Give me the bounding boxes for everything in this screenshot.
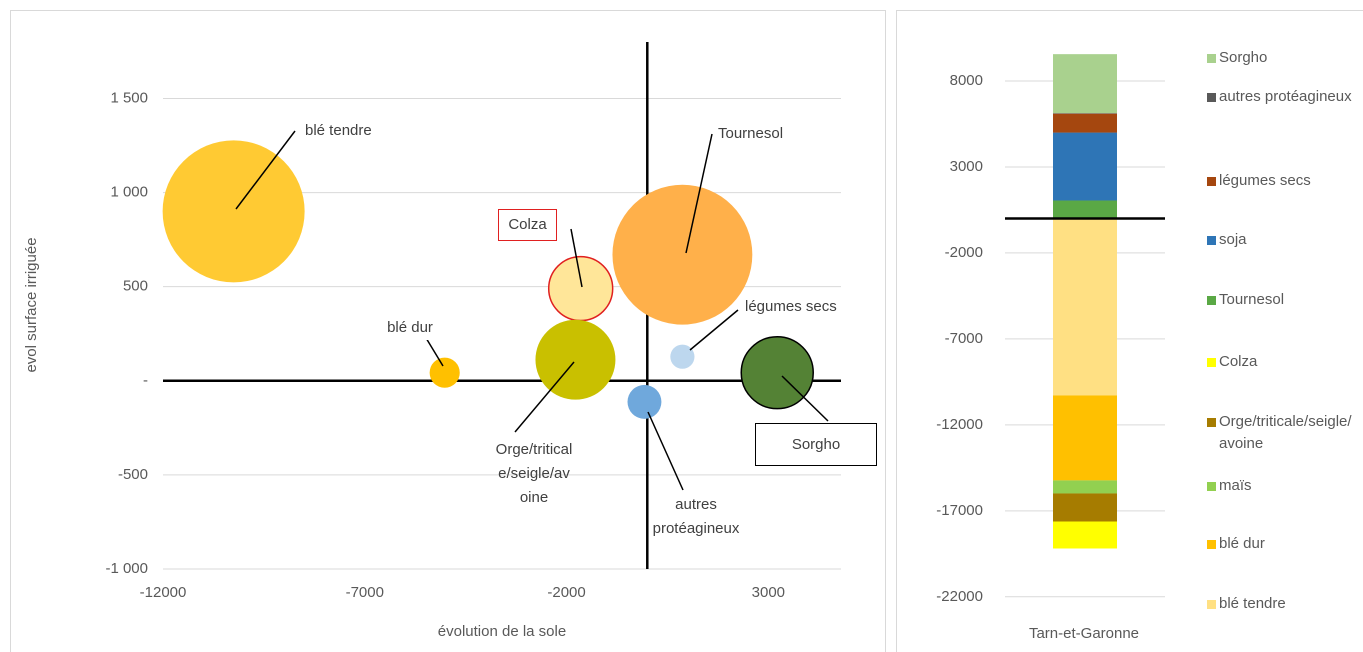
bar-segment: [1053, 218, 1117, 396]
legend-swatch: [1207, 54, 1216, 63]
legend-label: Sorgho: [1219, 49, 1268, 66]
y-tick-label: -: [143, 372, 148, 389]
legend-swatch: [1207, 236, 1216, 245]
bubble: [535, 319, 616, 400]
bubble-label: Tournesol: [718, 122, 818, 146]
leader-line: [781, 375, 829, 422]
legend-label: soja: [1219, 231, 1247, 248]
legend-label: maïs: [1219, 477, 1252, 494]
bar-segment: [1053, 521, 1117, 549]
bubble: [627, 384, 662, 419]
legend-swatch: [1207, 482, 1216, 491]
bar-segment: [1053, 395, 1117, 481]
legend-swatch: [1207, 358, 1216, 367]
legend-label: blé dur: [1219, 535, 1265, 552]
bubble: [740, 335, 814, 410]
legend-label: Colza: [1219, 353, 1258, 370]
legend-label: légumes secs: [1219, 172, 1311, 189]
leader-line: [647, 411, 684, 491]
y-tick-label: 1 000: [110, 184, 148, 201]
x-tick-label: 3000: [752, 584, 785, 601]
y-tick-label: 1 500: [110, 89, 148, 106]
bar-segment: [1053, 113, 1117, 133]
legend-label: Orge/triticale/seigle/avoine: [1219, 413, 1352, 452]
y-axis-title: evol surface irriguée: [23, 237, 40, 372]
bubble: [612, 184, 753, 325]
leader-line: [235, 130, 296, 210]
bubble-label: Colza: [498, 209, 557, 241]
y-tick-label: -22000: [936, 588, 983, 605]
legend-swatch: [1207, 93, 1216, 102]
panel-border: [10, 10, 886, 652]
bubble-label: Orge/triticale/seigle/avoine: [495, 441, 573, 506]
bubble-label: Sorgho: [755, 423, 877, 466]
bar-segment: [1053, 54, 1117, 114]
bubble-label: blé dur: [380, 316, 440, 340]
legend-label: autres protéagineux: [1219, 88, 1352, 105]
leader-line: [570, 228, 583, 288]
bubble-label: légumes secs: [745, 295, 865, 319]
y-tick-label: 8000: [950, 72, 983, 89]
leader-line: [685, 133, 713, 254]
x-tick-label: -12000: [140, 584, 187, 601]
x-axis-title: évolution de la sole: [438, 623, 566, 640]
bubble: [670, 344, 695, 369]
x-tick-label: -7000: [346, 584, 384, 601]
legend-swatch: [1207, 540, 1216, 549]
bubble-label: blé tendre: [305, 119, 425, 143]
y-tick-label: -17000: [936, 502, 983, 519]
y-tick-label: 500: [123, 278, 148, 295]
y-tick-label: -1 000: [105, 560, 148, 577]
legend-swatch: [1207, 296, 1216, 305]
panel-border: [896, 10, 1363, 652]
bubble: [162, 140, 305, 283]
bar-segment: [1053, 132, 1117, 201]
y-tick-label: -2000: [945, 244, 983, 261]
x-tick-label: -2000: [547, 584, 585, 601]
bar-segment: [1053, 493, 1117, 522]
bubble-label: autres protéagineux: [652, 496, 740, 537]
bar-segment: [1053, 200, 1117, 219]
legend-swatch: [1207, 600, 1216, 609]
bar-segment: [1053, 480, 1117, 494]
legend-label: Tournesol: [1219, 291, 1285, 308]
y-tick-label: 3000: [950, 158, 983, 175]
y-tick-label: -7000: [945, 330, 983, 347]
legend-swatch: [1207, 177, 1216, 186]
bar-segment: [1053, 113, 1117, 114]
bubble: [547, 255, 614, 322]
legend-swatch: [1207, 418, 1216, 427]
y-tick-label: -12000: [936, 416, 983, 433]
leader-line: [514, 361, 575, 433]
leader-line: [689, 309, 739, 351]
bubble: [429, 357, 460, 388]
legend-label: blé tendre: [1219, 595, 1286, 612]
y-tick-label: -500: [118, 466, 148, 483]
x-tick-label: Tarn-et-Garonne: [1029, 625, 1139, 642]
